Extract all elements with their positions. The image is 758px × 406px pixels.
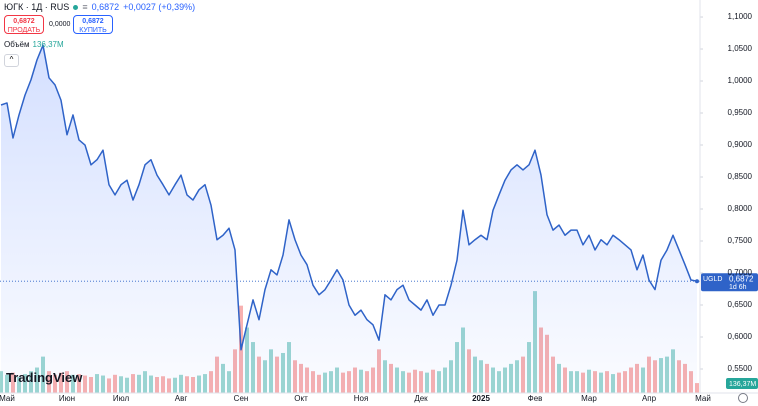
y-tick-label: 0,7000	[728, 268, 753, 277]
price-tag	[701, 273, 758, 292]
volume-legend: Объём 136,37M	[4, 40, 64, 49]
last-price: 0,6872	[91, 2, 120, 12]
last-point	[695, 279, 699, 284]
y-tick-label: 1,1000	[728, 12, 753, 21]
y-tick-label: 0,6500	[728, 300, 753, 309]
settings-button[interactable]	[738, 393, 748, 403]
volume-tag	[726, 378, 758, 389]
symbol[interactable]: ЮГК · 1Д · RUS	[4, 2, 70, 12]
x-tick-label: Авг	[175, 394, 188, 403]
buy-button[interactable]: 0,6872 КУПИТЬ	[73, 15, 113, 34]
menu-icon[interactable]: ≡	[82, 2, 88, 12]
x-tick-label: Мар	[581, 394, 597, 403]
logo: TradingView	[6, 370, 83, 385]
buy-price: 0,6872	[82, 18, 104, 25]
price-tag-value: 0,6872	[729, 274, 754, 283]
y-tick-label: 0,9000	[728, 140, 753, 149]
y-tick-label: 1,0000	[728, 76, 753, 85]
y-tick-label: 1,0500	[728, 44, 753, 53]
y-tick-label: 0,9500	[728, 108, 753, 117]
x-tick-label: Дек	[414, 394, 428, 403]
x-tick-label: Май	[0, 394, 15, 403]
x-tick-label: 2025	[472, 394, 490, 403]
spread: 0,0000	[49, 21, 71, 28]
y-tick-label: 0,7500	[728, 236, 753, 245]
buy-label: КУПИТЬ	[79, 27, 107, 34]
y-tick-label: 0,5500	[728, 364, 753, 373]
countdown: 1d 6h	[729, 284, 747, 291]
x-tick-label: Фев	[528, 394, 543, 403]
volume-tag-value: 136,37M	[729, 381, 756, 388]
x-tick-label: Июл	[113, 394, 130, 403]
price-change: +0,0027 (+0,39%)	[123, 2, 196, 12]
header: ЮГК · 1Д · RUS ≡ 0,6872 +0,0027 (+0,39%)	[4, 2, 195, 12]
sell-price: 0,6872	[13, 18, 35, 25]
x-tick-label: Апр	[642, 394, 657, 403]
sell-button[interactable]: 0,6872 ПРОДАТЬ	[4, 15, 44, 34]
y-tick-label: 0,8500	[728, 172, 753, 181]
price-area	[1, 45, 697, 393]
price-tag-name: UGLD	[703, 276, 722, 283]
x-tick-label: Май	[695, 394, 711, 403]
price-line	[0, 44, 698, 351]
collapse-button[interactable]: ^	[4, 54, 19, 67]
sell-label: ПРОДАТЬ	[7, 27, 41, 34]
x-tick-label: Июн	[59, 394, 75, 403]
y-tick-label: 0,8000	[728, 204, 753, 213]
volume-value: 136,37M	[32, 40, 64, 49]
x-tick-label: Окт	[294, 394, 308, 403]
x-tick-label: Ноя	[354, 394, 369, 403]
x-tick-label: Сен	[234, 394, 249, 403]
volume-title: Объём	[4, 40, 30, 49]
status-dot	[73, 4, 79, 10]
y-tick-label: 0,6000	[728, 332, 753, 341]
